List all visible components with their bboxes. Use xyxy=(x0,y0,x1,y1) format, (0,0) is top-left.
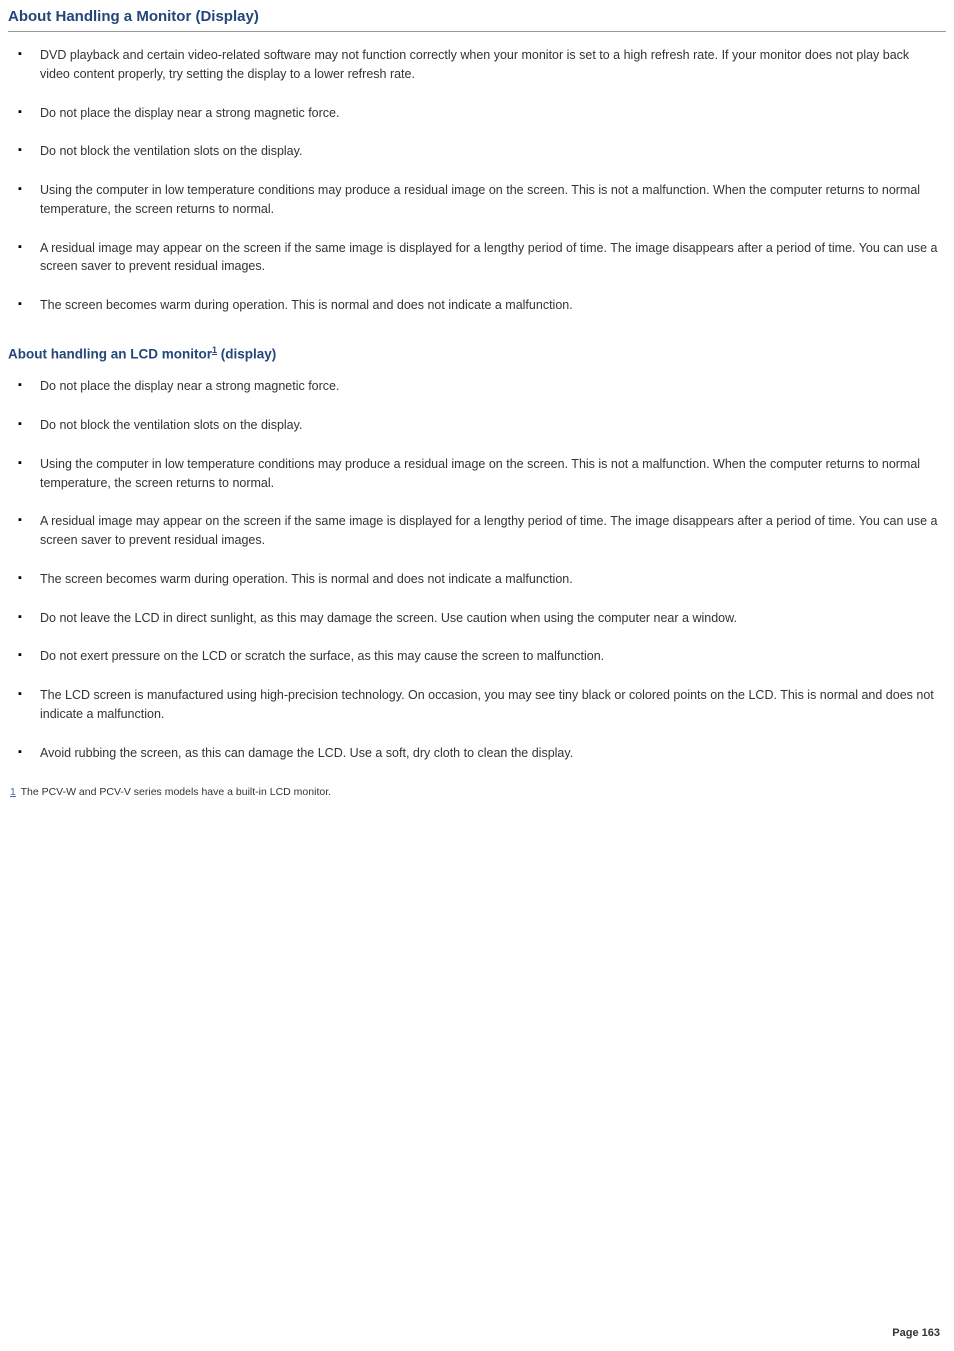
section2-title: About handling an LCD monitor1 (display) xyxy=(8,345,946,362)
section2-list: Do not place the display near a strong m… xyxy=(8,377,946,762)
list-item: Do not exert pressure on the LCD or scra… xyxy=(18,647,940,666)
footnote-text: The PCV-W and PCV-V series models have a… xyxy=(18,786,331,798)
list-item: A residual image may appear on the scree… xyxy=(18,512,940,550)
list-item: Do not leave the LCD in direct sunlight,… xyxy=(18,609,940,628)
list-item: Do not block the ventilation slots on th… xyxy=(18,416,940,435)
footnote-number-link[interactable]: 1 xyxy=(10,786,16,798)
footnote: 1 The PCV-W and PCV-V series models have… xyxy=(8,786,946,798)
list-item: A residual image may appear on the scree… xyxy=(18,239,940,277)
list-item: Do not place the display near a strong m… xyxy=(18,104,940,123)
page-number: Page 163 xyxy=(892,1327,940,1339)
list-item: Using the computer in low temperature co… xyxy=(18,181,940,219)
list-item: Do not place the display near a strong m… xyxy=(18,377,940,396)
list-item: Do not block the ventilation slots on th… xyxy=(18,142,940,161)
list-item: The screen becomes warm during operation… xyxy=(18,296,940,315)
list-item: Avoid rubbing the screen, as this can da… xyxy=(18,744,940,763)
section1-list: DVD playback and certain video-related s… xyxy=(8,46,946,315)
subtitle-text-pre: About handling an LCD monitor xyxy=(8,346,212,361)
list-item: The LCD screen is manufactured using hig… xyxy=(18,686,940,724)
list-item: The screen becomes warm during operation… xyxy=(18,570,940,589)
page-container: About Handling a Monitor (Display) DVD p… xyxy=(0,0,954,1351)
title-divider xyxy=(8,31,946,32)
subtitle-text-post: (display) xyxy=(217,346,276,361)
list-item: DVD playback and certain video-related s… xyxy=(18,46,940,84)
page-title: About Handling a Monitor (Display) xyxy=(8,8,946,27)
list-item: Using the computer in low temperature co… xyxy=(18,455,940,493)
